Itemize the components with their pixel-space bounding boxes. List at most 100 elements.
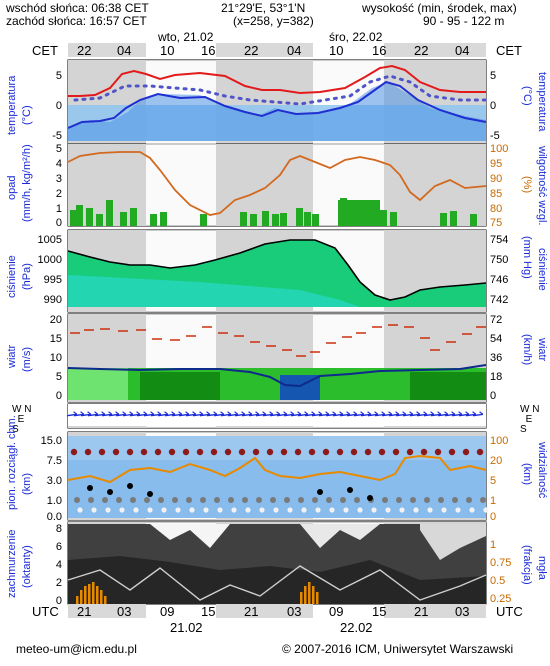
cloud-top-dot xyxy=(476,448,484,456)
wind-arrow xyxy=(318,411,330,417)
tick-label: 36 xyxy=(490,352,502,364)
wind-arrow xyxy=(276,411,288,417)
tick-label: 90 xyxy=(490,173,502,185)
wind-arrow xyxy=(220,411,232,417)
tick-label: 0 xyxy=(490,0,496,3)
tick-label: 0 xyxy=(490,100,496,112)
footer-copyright: © 2007-2016 ICM, Uniwersytet Warszawski xyxy=(282,642,514,656)
wind-direction-strip xyxy=(66,404,486,426)
vis-dot xyxy=(105,507,111,513)
top-hour-1: 04 xyxy=(117,43,131,58)
tick-label: -5 xyxy=(52,130,62,142)
vis-dot xyxy=(147,507,153,513)
wind-arrow xyxy=(66,411,78,417)
cloud-top-dot xyxy=(224,448,232,456)
vis-dot xyxy=(385,507,391,513)
apparent-temp-dots xyxy=(73,74,488,106)
day2-label: śro, 22.02 xyxy=(329,30,383,44)
tick-label: 8 xyxy=(56,523,62,535)
wind-arrow xyxy=(178,411,190,417)
wind-arrow xyxy=(409,411,421,417)
bottom-hour-7: 15 xyxy=(372,604,386,619)
precip-bar xyxy=(390,212,397,226)
cloud-base-dot xyxy=(144,497,150,503)
cloud-base-dot xyxy=(256,497,262,503)
cloud-dot xyxy=(317,489,323,495)
cloud-top-dot xyxy=(140,448,148,456)
vis-dot xyxy=(427,507,433,513)
dew-point-line xyxy=(67,80,487,129)
cloud-top-dot xyxy=(280,448,288,456)
vis-dot xyxy=(357,507,363,513)
top-hour-9: 04 xyxy=(455,43,469,58)
vis-dot xyxy=(203,507,209,513)
cloud-base-dot xyxy=(200,497,206,503)
precip-bar xyxy=(450,211,457,226)
fog-bar xyxy=(304,586,307,604)
wind-arrow xyxy=(325,411,337,417)
tick-label: 20 xyxy=(50,314,62,326)
temp-left-label: temperatura xyxy=(6,75,18,135)
wind-arrow xyxy=(122,411,134,417)
wind-arrow xyxy=(290,411,302,417)
temp-right-label: temperatura xyxy=(536,72,548,132)
tick-label: 80 xyxy=(490,203,502,215)
precip-bar xyxy=(272,214,279,226)
cloud-top-dot xyxy=(434,448,442,456)
cloud-dot xyxy=(127,483,133,489)
cloud-top-dot xyxy=(378,448,386,456)
cloud-base-dot xyxy=(228,497,234,503)
precip-bar xyxy=(280,213,287,226)
low-cloud-line xyxy=(67,565,487,601)
pressure-left-unit: (hPa) xyxy=(21,263,33,290)
vis-dot xyxy=(77,507,83,513)
cloud-base-dot xyxy=(466,497,472,503)
tick-label: 0.75 xyxy=(490,557,511,569)
vis-dot xyxy=(469,507,475,513)
wind-arrow xyxy=(346,411,358,417)
fog-bar xyxy=(308,582,311,604)
sunrise-text: wschód słońca: 06:38 CET xyxy=(6,1,149,15)
footer-email[interactable]: meteo-um@icm.edu.pl xyxy=(16,642,137,656)
wind-arrow xyxy=(367,411,379,417)
vis-dot xyxy=(273,507,279,513)
compass-letters-right: W N E S xyxy=(520,404,540,435)
cloud-panel xyxy=(67,524,487,604)
top-hour-4: 22 xyxy=(244,43,258,58)
pressure-panel xyxy=(67,239,487,307)
precip-bar xyxy=(70,210,77,226)
cloud-top-dot xyxy=(420,448,428,456)
wind-arrow xyxy=(101,411,113,417)
cloud-base-dot xyxy=(326,497,332,503)
tick-label: 1005 xyxy=(38,234,62,246)
cloud-base-dot xyxy=(130,497,136,503)
vis-dot xyxy=(343,507,349,513)
fog-bar xyxy=(316,592,319,604)
fog-bar xyxy=(312,586,315,604)
precip-bar xyxy=(130,208,137,226)
fog-bar xyxy=(100,590,103,604)
tick-label: 85 xyxy=(490,188,502,200)
tick-label: 990 xyxy=(44,294,62,306)
wind-arrow xyxy=(283,411,295,417)
temp-left-unit: (°C) xyxy=(21,105,33,125)
tick-label: 10 xyxy=(50,352,62,364)
tick-label: 20 xyxy=(490,455,502,467)
cloud-top-dot xyxy=(196,448,204,456)
tick-label: 742 xyxy=(490,294,508,306)
precip-bar xyxy=(470,214,477,226)
cloud-top-dot xyxy=(238,448,246,456)
tick-label: 1 xyxy=(56,203,62,215)
wind-arrow xyxy=(416,411,428,417)
wind-arrow xyxy=(360,411,372,417)
precip-block xyxy=(338,200,380,226)
precip-bar xyxy=(150,214,157,226)
cloud-top-dot xyxy=(266,448,274,456)
tick-label: 3.0 xyxy=(47,475,62,487)
top-hour-7: 16 xyxy=(372,43,386,58)
wind-arrow xyxy=(213,411,225,417)
wind-arrow xyxy=(136,411,148,417)
cloud-top-dot xyxy=(322,448,330,456)
precip-bar xyxy=(312,214,319,226)
bottom-axis-band xyxy=(68,604,486,618)
